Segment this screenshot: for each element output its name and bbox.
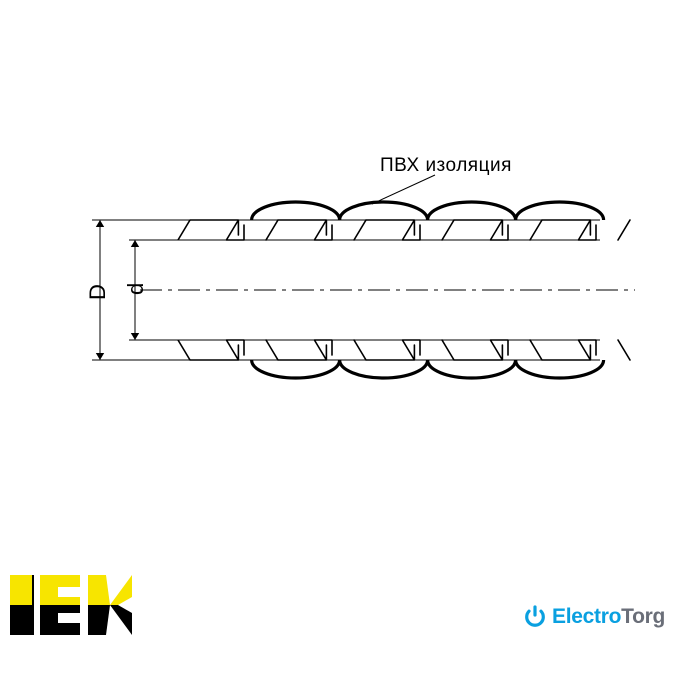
electrotorg-text: ElectroTorg	[552, 605, 665, 629]
power-icon	[522, 604, 548, 630]
label-outer-diameter: D	[85, 284, 111, 300]
label-inner-diameter: d	[123, 283, 149, 295]
electrotorg-secondary: Torg	[621, 605, 665, 628]
label-insulation: ПВХ изоляция	[380, 155, 512, 177]
electrotorg-primary: Electro	[552, 605, 621, 628]
iek-icon	[10, 575, 140, 635]
logo-electrotorg: ElectroTorg	[522, 604, 665, 630]
logo-iek	[10, 575, 140, 640]
